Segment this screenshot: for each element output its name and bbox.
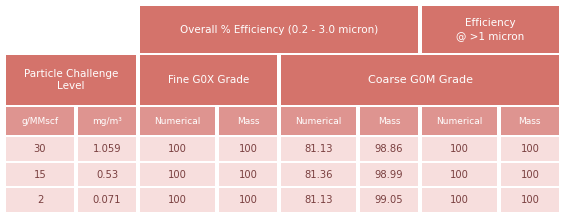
- Bar: [219, 163, 277, 186]
- Text: 100: 100: [168, 170, 187, 180]
- Bar: [219, 189, 277, 212]
- Text: 100: 100: [520, 144, 539, 154]
- Bar: [78, 189, 136, 212]
- Bar: [6, 137, 74, 161]
- Bar: [281, 55, 559, 105]
- Text: Efficiency
@ >1 micron: Efficiency @ >1 micron: [457, 18, 525, 41]
- Text: 100: 100: [238, 195, 258, 205]
- Bar: [281, 107, 356, 135]
- Bar: [6, 163, 74, 186]
- Bar: [78, 137, 136, 161]
- Text: 98.99: 98.99: [375, 170, 403, 180]
- Text: Overall % Efficiency (0.2 - 3.0 micron): Overall % Efficiency (0.2 - 3.0 micron): [180, 25, 379, 35]
- Text: 15: 15: [33, 170, 46, 180]
- Text: 30: 30: [34, 144, 46, 154]
- Text: g/MMscf: g/MMscf: [21, 117, 59, 126]
- Text: 100: 100: [450, 144, 469, 154]
- Bar: [360, 107, 418, 135]
- Bar: [140, 189, 215, 212]
- Bar: [219, 107, 277, 135]
- Text: 81.36: 81.36: [304, 170, 333, 180]
- Text: 0.53: 0.53: [96, 170, 118, 180]
- Text: 100: 100: [450, 195, 469, 205]
- Bar: [140, 6, 418, 53]
- Text: Particle Challenge
Level: Particle Challenge Level: [24, 69, 118, 91]
- Text: 1.059: 1.059: [93, 144, 121, 154]
- Bar: [360, 189, 418, 212]
- Bar: [422, 6, 559, 53]
- Text: 100: 100: [520, 170, 539, 180]
- Text: Numerical: Numerical: [154, 117, 201, 126]
- Text: 0.071: 0.071: [93, 195, 121, 205]
- Bar: [78, 163, 136, 186]
- Bar: [6, 55, 136, 105]
- Text: Mass: Mass: [237, 117, 259, 126]
- Bar: [501, 163, 559, 186]
- Bar: [501, 107, 559, 135]
- Bar: [422, 189, 497, 212]
- Text: Coarse G0M Grade: Coarse G0M Grade: [368, 75, 472, 85]
- Bar: [422, 107, 497, 135]
- Text: Numerical: Numerical: [295, 117, 342, 126]
- Bar: [360, 137, 418, 161]
- Text: 100: 100: [168, 195, 187, 205]
- Text: 100: 100: [238, 144, 258, 154]
- Text: 100: 100: [168, 144, 187, 154]
- Text: Numerical: Numerical: [436, 117, 483, 126]
- Bar: [281, 163, 356, 186]
- Text: 98.86: 98.86: [375, 144, 403, 154]
- Bar: [6, 189, 74, 212]
- Bar: [140, 163, 215, 186]
- Text: Mass: Mass: [377, 117, 400, 126]
- Bar: [501, 189, 559, 212]
- Bar: [140, 55, 277, 105]
- Bar: [140, 107, 215, 135]
- Text: mg/m³: mg/m³: [92, 117, 122, 126]
- Bar: [281, 189, 356, 212]
- Bar: [501, 137, 559, 161]
- Bar: [281, 137, 356, 161]
- Bar: [360, 163, 418, 186]
- Text: 81.13: 81.13: [304, 144, 333, 154]
- Bar: [140, 137, 215, 161]
- Text: 100: 100: [450, 170, 469, 180]
- Bar: [78, 107, 136, 135]
- Text: 100: 100: [238, 170, 258, 180]
- Bar: [422, 137, 497, 161]
- Text: 99.05: 99.05: [375, 195, 403, 205]
- Bar: [4, 4, 138, 53]
- Text: 81.13: 81.13: [304, 195, 333, 205]
- Bar: [6, 107, 74, 135]
- Bar: [219, 137, 277, 161]
- Text: Fine G0X Grade: Fine G0X Grade: [168, 75, 249, 85]
- Text: 100: 100: [520, 195, 539, 205]
- Text: Mass: Mass: [519, 117, 541, 126]
- Text: 2: 2: [37, 195, 43, 205]
- Bar: [422, 163, 497, 186]
